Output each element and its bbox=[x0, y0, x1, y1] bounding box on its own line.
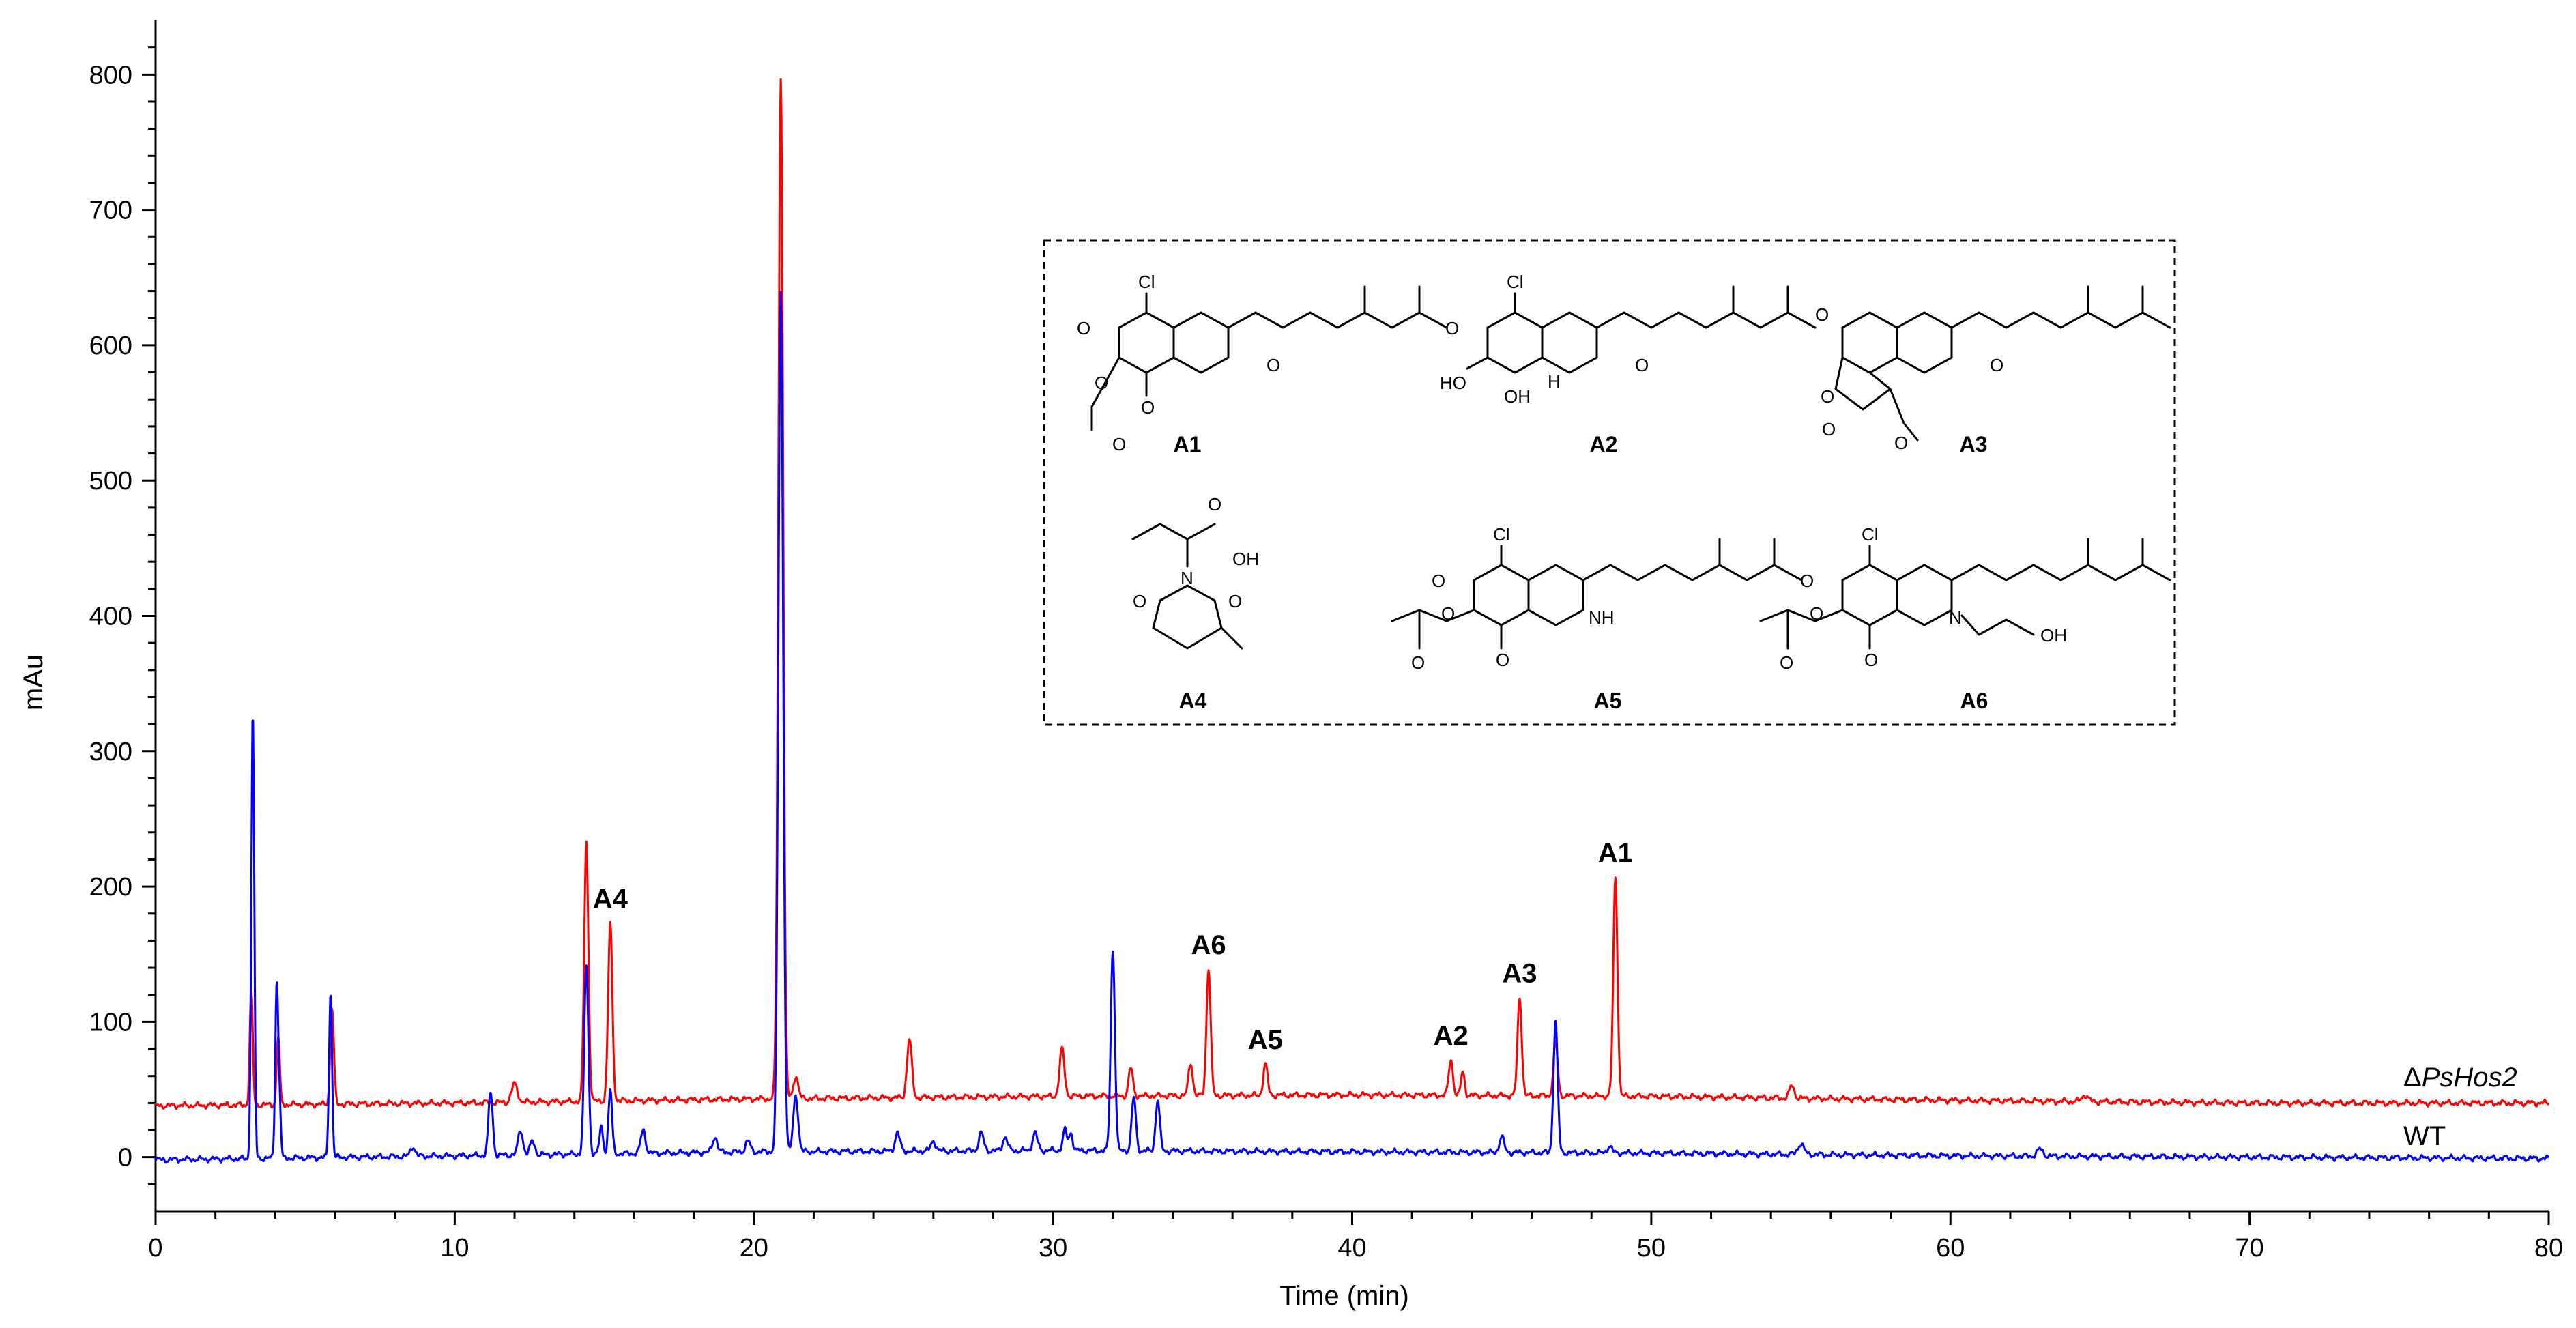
peak-label: A6 bbox=[1191, 930, 1226, 960]
x-tick-label: 70 bbox=[2235, 1234, 2263, 1262]
atom-a1-o5: O bbox=[1267, 355, 1280, 375]
x-tick-label: 10 bbox=[440, 1234, 469, 1262]
y-axis-title: mAu bbox=[18, 654, 48, 710]
atom-a5-cl: Cl bbox=[1493, 524, 1510, 545]
structure-label-a1: A1 bbox=[1174, 432, 1202, 457]
atom-a6-cl: Cl bbox=[1862, 524, 1879, 545]
structure-a5: Cl O O O O NH bbox=[1391, 524, 1803, 673]
y-tick-label: 300 bbox=[89, 738, 132, 766]
atom-a1-o1: O bbox=[1077, 318, 1090, 338]
atom-a5-o2: O bbox=[1441, 603, 1455, 624]
atom-a3-o1: O bbox=[1815, 304, 1829, 325]
atom-a1-o2: O bbox=[1141, 397, 1155, 418]
atom-a6-o2: O bbox=[1810, 603, 1823, 624]
structure-a1: Cl O O O O O bbox=[1077, 272, 1448, 454]
peak-label: A4 bbox=[593, 884, 628, 914]
inset-border bbox=[1043, 239, 2176, 726]
y-tick-label: 0 bbox=[118, 1144, 132, 1172]
structure-a6: Cl O O O O N OH bbox=[1759, 524, 2171, 673]
atom-a5-o1: O bbox=[1432, 571, 1445, 591]
structure-a2: Cl O HO OH H O bbox=[1440, 272, 1817, 407]
y-tick-label: 500 bbox=[89, 467, 132, 495]
x-tick-label: 40 bbox=[1337, 1234, 1366, 1262]
peak-annotations: A4 A6 A5 A2 A3 A1 bbox=[593, 838, 1633, 1055]
atom-a4-n: N bbox=[1181, 568, 1193, 588]
structure-a3: O O O O O bbox=[1815, 285, 2171, 453]
traces bbox=[154, 78, 2550, 1164]
atom-a5-o4: O bbox=[1496, 650, 1509, 670]
atom-a6-oh: OH bbox=[2040, 625, 2067, 646]
trace-mutant bbox=[154, 78, 2550, 1110]
atom-a6-o3: O bbox=[1780, 652, 1793, 673]
atom-a2-o2: O bbox=[1635, 355, 1649, 375]
atom-a6-n: N bbox=[1949, 607, 1962, 628]
structure-label-a3: A3 bbox=[1960, 432, 1988, 457]
peak-label: A5 bbox=[1248, 1025, 1283, 1055]
atom-a2-oh: OH bbox=[1504, 386, 1531, 407]
structure-label-a2: A2 bbox=[1590, 432, 1618, 457]
x-tick-label: 0 bbox=[148, 1234, 162, 1262]
x-tick-label: 30 bbox=[1039, 1234, 1067, 1262]
atom-a4-o1: O bbox=[1208, 494, 1221, 515]
structures-inset: Cl O O O O O A1 Cl O HO OH H O A2 bbox=[1043, 239, 2176, 726]
trace-label-wt: WT bbox=[2403, 1121, 2446, 1151]
peak-label: A3 bbox=[1502, 959, 1537, 989]
y-tick-label: 400 bbox=[89, 603, 132, 631]
trace-label-mutant: ΔPsHos2 bbox=[2403, 1063, 2517, 1093]
structure-label-a4: A4 bbox=[1179, 689, 1207, 713]
atom-a2-o1: O bbox=[1445, 318, 1459, 338]
atom-a2-cl: Cl bbox=[1507, 272, 1524, 292]
peak-label: A1 bbox=[1598, 838, 1633, 868]
y-tick-label: 100 bbox=[89, 1008, 132, 1037]
atom-a3-o5: O bbox=[1990, 355, 2003, 375]
structure-label-a6: A6 bbox=[1960, 689, 1988, 713]
structure-label-a5: A5 bbox=[1594, 689, 1622, 713]
atom-a5-nh: NH bbox=[1589, 607, 1615, 628]
atom-a3-o2: O bbox=[1821, 386, 1834, 407]
atom-a4-o2: O bbox=[1133, 591, 1146, 611]
atom-a4-o3: O bbox=[1228, 591, 1242, 611]
atom-a4-oh: OH bbox=[1232, 549, 1259, 569]
y-tick-label: 700 bbox=[89, 197, 132, 225]
atom-a1-o4: O bbox=[1112, 434, 1126, 454]
atom-a5-o3: O bbox=[1411, 652, 1425, 673]
x-tick-label: 50 bbox=[1637, 1234, 1666, 1262]
x-ticks: 0 10 20 30 40 50 60 70 80 bbox=[148, 1211, 2563, 1262]
atom-a2-ho: HO bbox=[1440, 373, 1466, 393]
x-axis-title: Time (min) bbox=[1279, 1281, 1409, 1311]
atom-a3-o4: O bbox=[1894, 433, 1908, 453]
axes bbox=[154, 20, 2549, 1213]
atom-a1-cl: Cl bbox=[1138, 272, 1155, 292]
trace-wt bbox=[154, 291, 2549, 1164]
atom-a6-o4: O bbox=[1864, 650, 1878, 670]
x-tick-label: 60 bbox=[1936, 1234, 1965, 1262]
y-tick-label: 800 bbox=[89, 61, 132, 89]
y-tick-label: 600 bbox=[89, 332, 132, 360]
atom-a1-o3: O bbox=[1095, 373, 1108, 393]
y-tick-label: 200 bbox=[89, 873, 132, 901]
y-ticks: 0 100 200 300 400 500 600 700 800 bbox=[89, 46, 156, 1185]
atom-a6-o1: O bbox=[1800, 571, 1814, 591]
peak-label: A2 bbox=[1434, 1021, 1468, 1051]
x-tick-label: 20 bbox=[740, 1234, 768, 1262]
x-tick-label: 80 bbox=[2534, 1234, 2563, 1262]
atom-a3-o3: O bbox=[1822, 419, 1836, 439]
atom-a2-h: H bbox=[1548, 371, 1561, 392]
structure-a4: O OH N O O bbox=[1131, 494, 1259, 650]
